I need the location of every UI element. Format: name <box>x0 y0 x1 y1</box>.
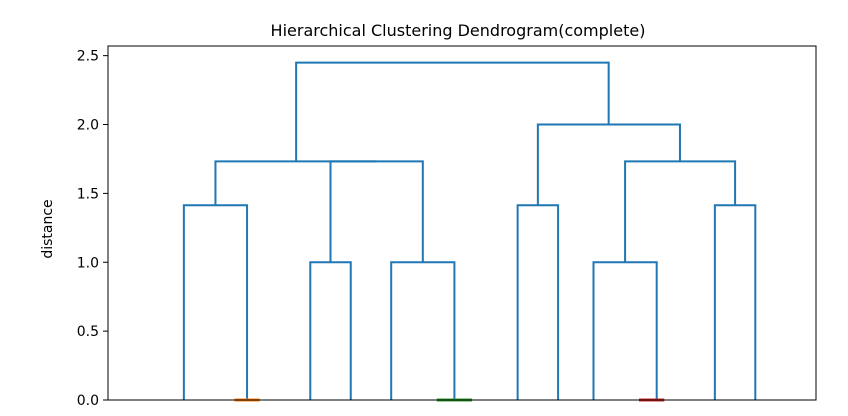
y-tick-label-2: 1.0 <box>77 255 99 271</box>
links-layer <box>182 61 757 402</box>
y-tick-label-0: 0.0 <box>77 393 99 409</box>
dendrogram-link-6 <box>214 160 377 206</box>
dendrogram-link-11 <box>624 160 737 263</box>
y-tick-label-4: 2.0 <box>77 118 99 134</box>
dendrogram-link-7 <box>516 204 560 400</box>
dendrogram-link-0 <box>182 204 249 400</box>
dendrogram-link-8 <box>592 261 658 400</box>
dendrogram-link-5 <box>329 160 424 263</box>
dendrogram-link-10 <box>713 204 757 400</box>
y-axis: 0.0 0.5 1.0 1.5 2.0 2.5 <box>77 49 108 409</box>
chart-title: Hierarchical Clustering Dendrogram(compl… <box>271 21 646 40</box>
dendrogram-link-13 <box>295 61 610 162</box>
y-axis-label: distance <box>40 199 56 258</box>
dendrogram-link-2 <box>309 261 352 400</box>
plot-frame <box>107 45 817 401</box>
y-tick-label-5: 2.5 <box>77 49 99 65</box>
y-tick-label-3: 1.5 <box>77 186 99 202</box>
dendrogram-link-3 <box>390 261 456 400</box>
y-tick-label-1: 0.5 <box>77 324 99 340</box>
dendrogram-link-12 <box>536 123 681 206</box>
